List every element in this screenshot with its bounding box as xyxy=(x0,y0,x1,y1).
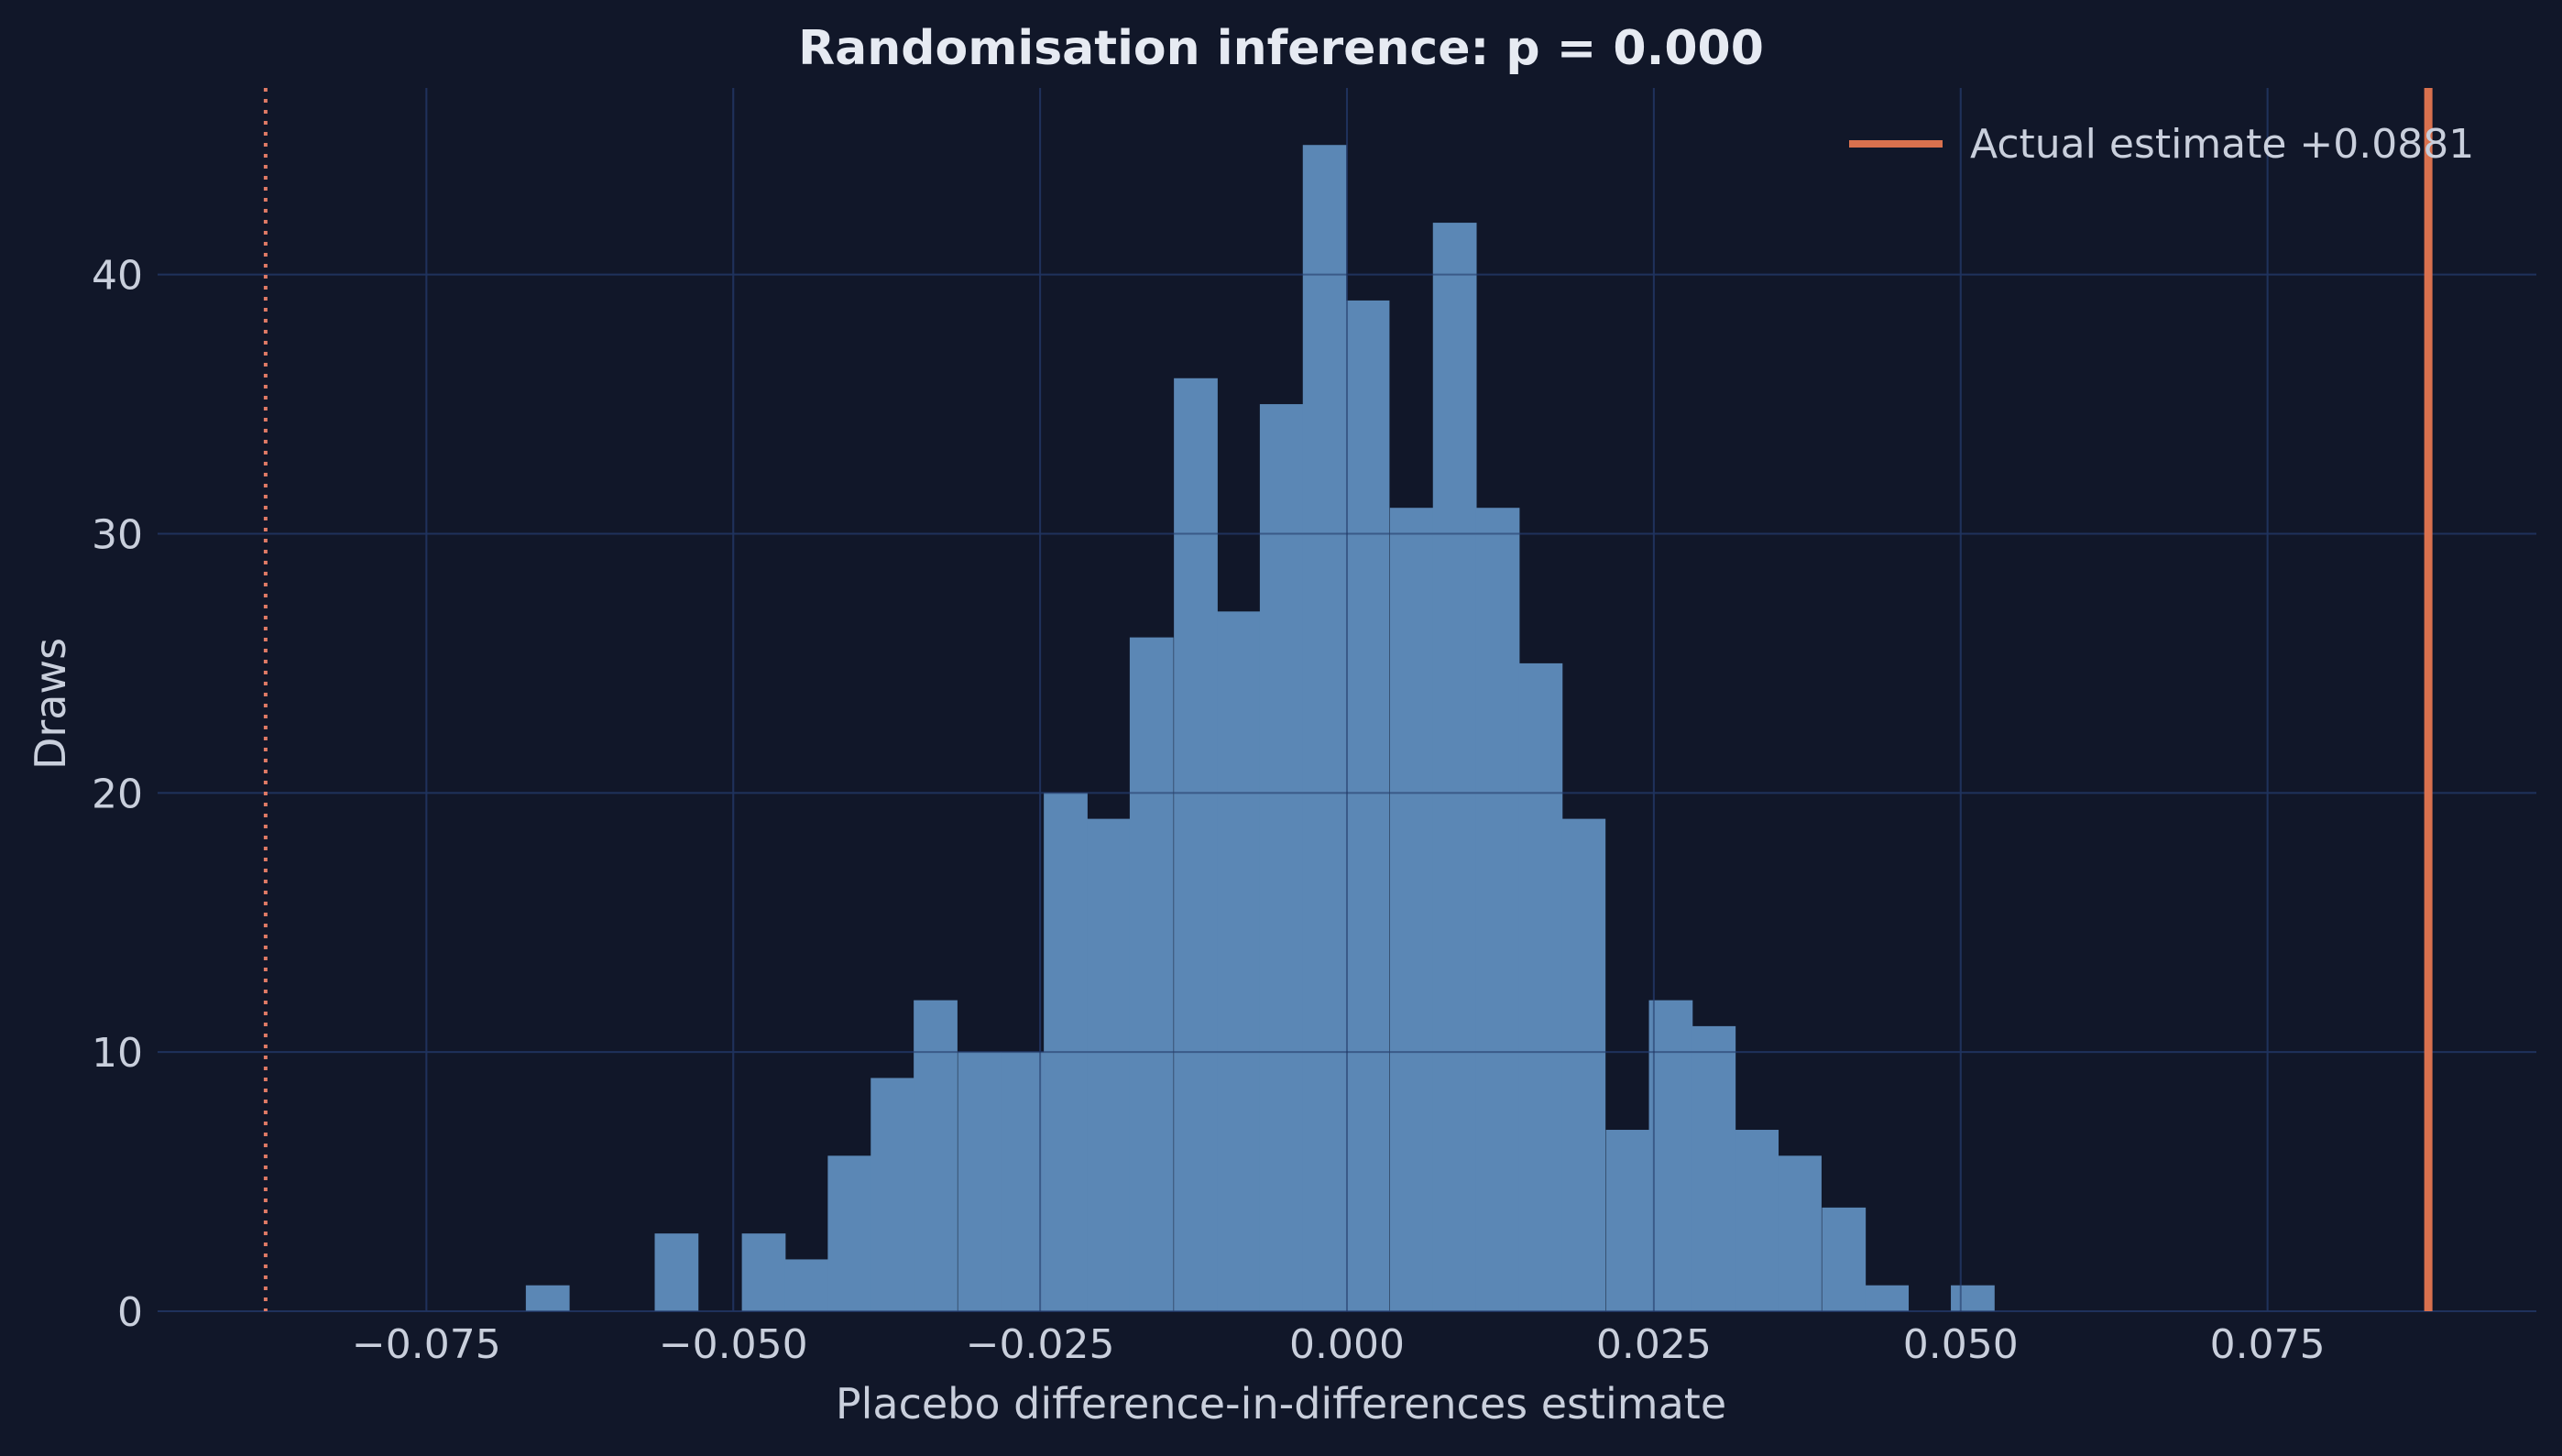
histogram-bars xyxy=(525,145,1995,1311)
y-axis-label: Draws xyxy=(26,638,75,770)
histogram-bar xyxy=(1865,1285,1910,1311)
histogram-bar xyxy=(784,1259,829,1311)
histogram-bar xyxy=(1951,1285,1995,1311)
histogram-bar xyxy=(654,1233,699,1311)
x-tick-label: 0.025 xyxy=(1596,1321,1712,1368)
histogram-bar xyxy=(1648,1000,1693,1311)
histogram-bar xyxy=(1302,145,1347,1311)
x-tick-label: −0.075 xyxy=(352,1321,501,1368)
histogram-bar xyxy=(1174,378,1218,1311)
histogram-bar xyxy=(1389,508,1434,1311)
chart-title: Randomisation inference: p = 0.000 xyxy=(798,21,1764,76)
histogram-bar xyxy=(1432,223,1477,1311)
histogram-bar xyxy=(1345,300,1390,1311)
histogram-bar xyxy=(1087,818,1131,1311)
histogram-bar xyxy=(741,1233,786,1311)
reference-lines xyxy=(263,88,2433,1311)
x-tick-label: −0.025 xyxy=(966,1321,1115,1368)
y-tick-label: 10 xyxy=(92,1030,143,1077)
histogram-bar xyxy=(1735,1130,1779,1311)
histogram-bar xyxy=(525,1285,570,1311)
histogram-bar xyxy=(1001,1052,1046,1311)
histogram-bar xyxy=(958,1052,1002,1311)
y-tick-label: 40 xyxy=(92,253,143,300)
histogram-bar xyxy=(1822,1207,1867,1311)
histogram-bar xyxy=(1778,1155,1822,1311)
histogram-bar xyxy=(870,1078,915,1311)
y-axis-ticks: 0 10 20 30 40 xyxy=(92,253,143,1336)
histogram-bar xyxy=(827,1155,872,1311)
histogram-bar xyxy=(1605,1130,1650,1311)
x-tick-label: 0.000 xyxy=(1289,1321,1405,1368)
legend-label-actual-estimate: Actual estimate +0.0881 xyxy=(1970,121,2474,168)
x-axis-label: Placebo difference-in-differences estima… xyxy=(836,1379,1726,1429)
grid-overlay xyxy=(158,88,2536,1312)
x-tick-label: −0.050 xyxy=(659,1321,808,1368)
x-tick-label: 0.075 xyxy=(2210,1321,2326,1368)
histogram-bar xyxy=(1561,818,1606,1311)
histogram-bar xyxy=(1217,611,1261,1311)
histogram-bar xyxy=(1692,1025,1736,1311)
histogram-bar xyxy=(1518,662,1563,1311)
y-tick-label: 30 xyxy=(92,511,143,558)
y-tick-label: 20 xyxy=(92,771,143,817)
y-tick-label: 0 xyxy=(117,1289,143,1336)
histogram-bar xyxy=(914,1000,958,1311)
x-tick-label: 0.050 xyxy=(1903,1321,2019,1368)
legend: Actual estimate +0.0881 xyxy=(1849,121,2474,168)
histogram-bar xyxy=(1129,637,1174,1311)
histogram-bar xyxy=(1259,404,1304,1311)
x-axis-ticks: −0.075 −0.050 −0.025 0.000 0.025 0.050 0.075 xyxy=(352,1321,2326,1368)
histogram-bar xyxy=(1475,508,1520,1311)
